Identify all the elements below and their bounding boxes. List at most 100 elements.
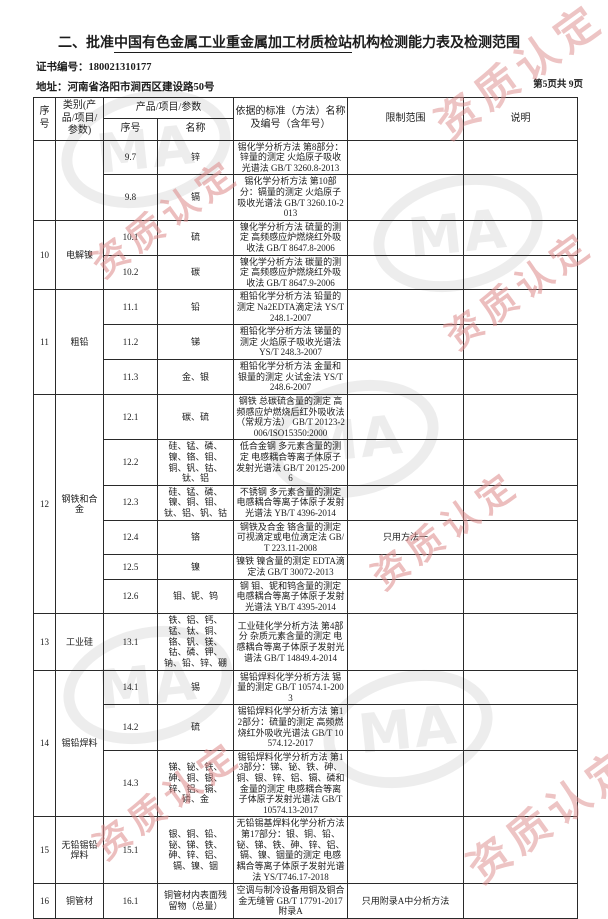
limit-cell	[347, 578, 464, 615]
table-row: 9.8 镉 锡化学分析方法 第10部分：镉量的测定 火焰原子吸收光谱法 GB/T…	[34, 174, 578, 221]
serial-cell: 16	[33, 883, 56, 919]
standard-cell: 锡铅焊料化学分析方法 第13部分：锑、铋、铁、砷、铜、银、锌、铝、镉、磷和金量的…	[233, 749, 348, 818]
item-serial-cell: 12.4	[103, 519, 158, 556]
address-line: 地址：河南省洛阳市涧西区建设路50号	[36, 79, 215, 94]
item-serial-cell: 11.2	[103, 324, 158, 361]
note-cell	[463, 883, 578, 919]
item-name-cell: 锡	[157, 669, 234, 706]
item-name-cell: 锑、铋、铁、砷、铜、银、锌、铝、镉、磷、金	[157, 749, 234, 818]
standard-cell: 空调与制冷设备用铜及铜合金无缝管 GB/T 17791-2017附录A	[233, 883, 348, 919]
serial-cell: 13	[33, 613, 56, 671]
header-serial: 序号	[33, 97, 56, 141]
item-name-cell: 金、银	[157, 359, 234, 395]
standard-cell: 镍铁 镍含量的测定 EDTA滴定法 GB/T 30072-2013	[233, 554, 348, 580]
category-cell: 电解镍	[55, 219, 104, 291]
serial-cell: 12	[33, 393, 56, 615]
standard-cell: 锡化学分析方法 第10部分：镉量的测定 火焰原子吸收光谱法 GB/T 3260.…	[233, 174, 348, 221]
standard-cell: 工业硅化学分析方法 第4部分 杂质元素含量的测定 电感耦合等离子体原子发射光谱法…	[233, 613, 348, 671]
item-name-cell: 镍	[157, 554, 234, 580]
table-row: 9.7 锌 锡化学分析方法 第8部分：锌量的测定 火焰原子吸收光谱法 GB/T …	[33, 139, 578, 221]
note-cell	[463, 139, 578, 176]
table-row: 11.2 锑 粗铅化学分析方法 锑量的测定 火焰原子吸收光谱法 YS/T 248…	[34, 324, 578, 361]
standard-cell: 低合金钢 多元素含量的测定 电感耦合等离子体原子发射光谱法 GB/T 20125…	[233, 439, 348, 486]
table-row: 11.3 金、银 粗铅化学分析方法 金量和银量的测定 火试金法 YS/T 248…	[34, 359, 578, 395]
category-cell	[55, 139, 104, 221]
title-suffix: 机构检测能力表及检测范围	[352, 36, 520, 51]
serial-cell	[33, 139, 56, 221]
header-standard: 依据的标准（方法）名称及编号（含年号）	[233, 97, 348, 141]
item-serial-cell: 12.5	[103, 554, 158, 580]
item-name-cell: 硫	[157, 704, 234, 751]
item-name-cell: 铜管材内表面残留物（总量）	[157, 883, 234, 919]
item-serial-cell: 10.1	[103, 219, 158, 256]
item-name-cell: 碳、硫	[157, 393, 234, 441]
item-name-cell: 钼、铌、钨	[157, 578, 234, 615]
note-cell	[463, 484, 578, 521]
certificate-number-value: 180021310177	[88, 62, 152, 73]
header-limit: 限制范围	[347, 97, 464, 141]
category-cell: 粗铅	[55, 289, 104, 395]
table-row: 10 电解镍 10.1 硫 镍化学分析方法 硫量的测定 高频感应炉燃烧红外吸收法…	[33, 219, 578, 291]
address-label: 地址：	[36, 82, 68, 93]
limit-cell	[347, 704, 464, 751]
item-serial-cell: 13.1	[103, 613, 158, 671]
note-cell	[463, 816, 578, 885]
capability-table: 序号 类别(产品/项目/参数) 产品/项目/参数 依据的标准（方法）名称及编号（…	[33, 96, 578, 919]
certificate-number-label: 证书编号：	[36, 62, 89, 73]
item-serial-cell: 15.1	[103, 816, 158, 885]
header-sub-serial: 序号	[103, 118, 158, 141]
note-cell	[463, 393, 578, 441]
item-name-cell: 碳	[157, 254, 234, 291]
limit-cell	[347, 669, 464, 706]
category-cell: 工业硅	[55, 613, 104, 671]
standard-cell: 钢铁及合金 铬含量的测定 可视滴定或电位滴定法 GB/T 223.11-2008	[233, 519, 348, 556]
page-indicator: 第5页共 9页	[533, 80, 583, 90]
table-row: 14 锡铅焊料 14.1 锡 锡铅焊料化学分析方法 锡量的测定 GB/T 105…	[33, 669, 578, 818]
item-name-cell: 硅、锰、磷、镍、铜、钼、钛、铝、钒、钴	[157, 484, 234, 521]
note-cell	[463, 669, 578, 706]
note-cell	[463, 704, 578, 751]
item-serial-cell: 11.3	[103, 359, 158, 395]
table-row: 14.3 锑、铋、铁、砷、铜、银、锌、铝、镉、磷、金 锡铅焊料化学分析方法 第1…	[34, 749, 578, 818]
table-row: 12.5 镍 镍铁 镍含量的测定 EDTA滴定法 GB/T 30072-2013	[34, 554, 578, 580]
table-row: 12.2 硅、锰、磷、镍、铬、钼、铜、钒、钴、钛、铝 低合金钢 多元素含量的测定…	[34, 439, 578, 486]
note-cell	[463, 519, 578, 556]
note-cell	[463, 613, 578, 671]
serial-cell: 10	[33, 219, 56, 291]
page-title: 二、批准中国有色金属工业重金属加工材质检站机构检测能力表及检测范围	[0, 32, 578, 53]
title-prefix: 二、批准	[58, 36, 114, 51]
header-product-group: 产品/项目/参数	[103, 96, 234, 120]
table-row: 16 铜管材 16.1 铜管材内表面残留物（总量） 空调与制冷设备用铜及铜合金无…	[33, 883, 578, 919]
limit-cell	[347, 289, 464, 326]
standard-cell: 镍化学分析方法 碳量的测定 高频感应炉燃烧红外吸收法 GB/T 8647.9-2…	[233, 254, 348, 291]
limit-cell	[347, 484, 464, 521]
table-row: 10.2 碳 镍化学分析方法 碳量的测定 高频感应炉燃烧红外吸收法 GB/T 8…	[34, 254, 578, 291]
category-cell: 铜管材	[55, 883, 104, 919]
address-value: 河南省洛阳市涧西区建设路50号	[67, 82, 215, 93]
standard-cell: 粗铅化学分析方法 锑量的测定 火焰原子吸收光谱法 YS/T 248.3-2007	[233, 324, 348, 361]
category-cell: 锡铅焊料	[55, 669, 104, 818]
note-cell	[463, 359, 578, 395]
note-cell	[463, 578, 578, 615]
standard-cell: 无铅锡基焊料化学分析方法 第17部分：银、铜、铅、铋、锑、铁、砷、锌、铝、镉、镍…	[233, 816, 348, 885]
limit-cell: 只用方法一	[347, 519, 464, 556]
note-cell	[463, 439, 578, 486]
limit-cell	[347, 139, 464, 176]
note-cell	[463, 219, 578, 256]
item-name-cell: 硅、锰、磷、镍、铬、钼、铜、钒、钴、钛、铝	[157, 439, 234, 486]
note-cell	[463, 289, 578, 326]
table-row: 14.2 硫 锡铅焊料化学分析方法 第12部分：硫量的测定 高频燃烧红外吸收光谱…	[34, 704, 578, 751]
item-name-cell: 铁、铝、钙、锰、钛、铜、铬、钒、镁、钴、磷、钾、钠、铅、锌、硼	[157, 613, 234, 671]
title-organization: 中国有色金属工业重金属加工材质检站	[114, 36, 352, 53]
limit-cell	[347, 393, 464, 441]
serial-cell: 15	[33, 816, 56, 885]
header-note: 说明	[463, 97, 578, 141]
serial-cell: 14	[33, 669, 56, 818]
item-serial-cell: 12.1	[103, 393, 158, 441]
item-name-cell: 铅	[157, 289, 234, 326]
limit-cell	[347, 359, 464, 395]
table-row: 12.3 硅、锰、磷、镍、铜、钼、钛、铝、钒、钴 不锈钢 多元素含量的测定 电感…	[34, 484, 578, 521]
note-cell	[463, 174, 578, 221]
standard-cell: 钢 钼、铌和钨含量的测定 电感耦合等离子体原子发射光谱法 YB/T 4395-2…	[233, 578, 348, 615]
limit-cell	[347, 324, 464, 361]
